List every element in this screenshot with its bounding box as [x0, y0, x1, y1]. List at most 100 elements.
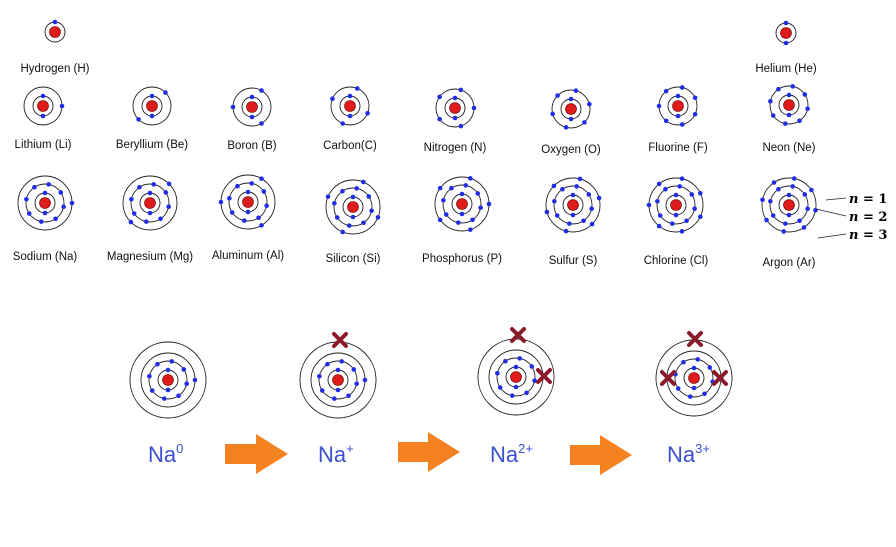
sodium-atom [140, 352, 198, 408]
electron [346, 393, 351, 399]
sodium-ionization-sequence [129, 327, 733, 419]
electron [677, 184, 683, 189]
x-mark-icon [510, 327, 526, 343]
electron [61, 204, 66, 210]
electron [40, 93, 46, 99]
electron [577, 176, 583, 182]
electron-shell [318, 360, 358, 400]
electron [346, 223, 352, 228]
atom-magnesium-mg [122, 175, 178, 231]
electron [52, 19, 58, 25]
nucleus [39, 197, 51, 209]
electron-shell [122, 175, 178, 231]
electron [791, 176, 797, 181]
electron [497, 385, 503, 390]
electron [656, 103, 662, 109]
electron [227, 195, 232, 201]
electron [26, 211, 32, 216]
electron [155, 361, 160, 367]
element-label: Phosphorus (P) [422, 253, 502, 265]
electron-shell [333, 187, 373, 227]
electron [802, 192, 808, 197]
electron [458, 123, 464, 129]
electron-shell [674, 358, 714, 398]
ion-label-na-3plus: Na3+ [667, 441, 710, 467]
sodium-atom [660, 331, 728, 406]
right-arrow-icon [570, 435, 632, 475]
electron [375, 215, 381, 220]
electron [552, 198, 557, 204]
electron [218, 199, 224, 205]
electron [128, 219, 134, 225]
electron [331, 396, 337, 401]
electron [59, 103, 65, 109]
electron [783, 40, 789, 46]
nucleus [146, 100, 158, 112]
nucleus [688, 372, 700, 384]
electron [782, 121, 788, 126]
electron-shell [330, 86, 370, 126]
electron [574, 184, 580, 189]
electron [340, 229, 345, 235]
ion-atom-1 [299, 332, 377, 419]
electron [163, 90, 168, 95]
electron [586, 192, 592, 197]
right-arrow-icon [225, 434, 288, 474]
electron [245, 209, 251, 215]
electron [805, 206, 810, 212]
electron [319, 388, 325, 393]
element-label: Sodium (Na) [13, 251, 78, 263]
electron [689, 192, 695, 197]
nucleus [49, 26, 61, 38]
electron [566, 221, 572, 226]
electron [443, 212, 449, 217]
element-label: Fluorine (F) [648, 142, 708, 154]
x-mark-icon [536, 368, 552, 384]
electron [147, 190, 153, 196]
element-label: Boron (B) [227, 140, 276, 152]
electron [235, 183, 240, 189]
electron [340, 188, 345, 194]
electron-shell [228, 182, 268, 222]
electron [332, 200, 337, 206]
electron [441, 197, 446, 203]
electron [679, 176, 685, 181]
electron [261, 189, 267, 194]
electron [573, 88, 579, 93]
electron-shell [132, 86, 172, 126]
electron [42, 190, 48, 196]
electron [813, 207, 818, 213]
nucleus [332, 374, 344, 386]
shell-leader-line [815, 208, 847, 217]
element-label: Helium (He) [755, 63, 817, 75]
electron [437, 94, 442, 100]
electron [517, 356, 523, 361]
electron [437, 116, 442, 122]
electron [149, 93, 155, 99]
electron [347, 93, 353, 99]
electron [471, 105, 477, 111]
electron [259, 121, 264, 126]
electron [655, 198, 660, 204]
electron [362, 377, 368, 383]
element-label: Magnesium (Mg) [107, 251, 193, 263]
nucleus [783, 199, 795, 211]
electron [679, 229, 685, 234]
electron-shell [551, 89, 591, 129]
electron [369, 208, 374, 214]
electron [691, 385, 697, 391]
nucleus [449, 102, 461, 114]
electron [475, 191, 481, 196]
electron [568, 96, 574, 102]
electron [783, 20, 789, 26]
electron [495, 370, 500, 376]
electron [768, 98, 773, 104]
electron [181, 367, 187, 372]
electron [264, 203, 269, 209]
element-label: Aluminum (Al) [212, 250, 284, 262]
electron [790, 84, 796, 89]
nucleus [246, 101, 258, 113]
electron [776, 186, 781, 192]
electron [46, 182, 52, 187]
